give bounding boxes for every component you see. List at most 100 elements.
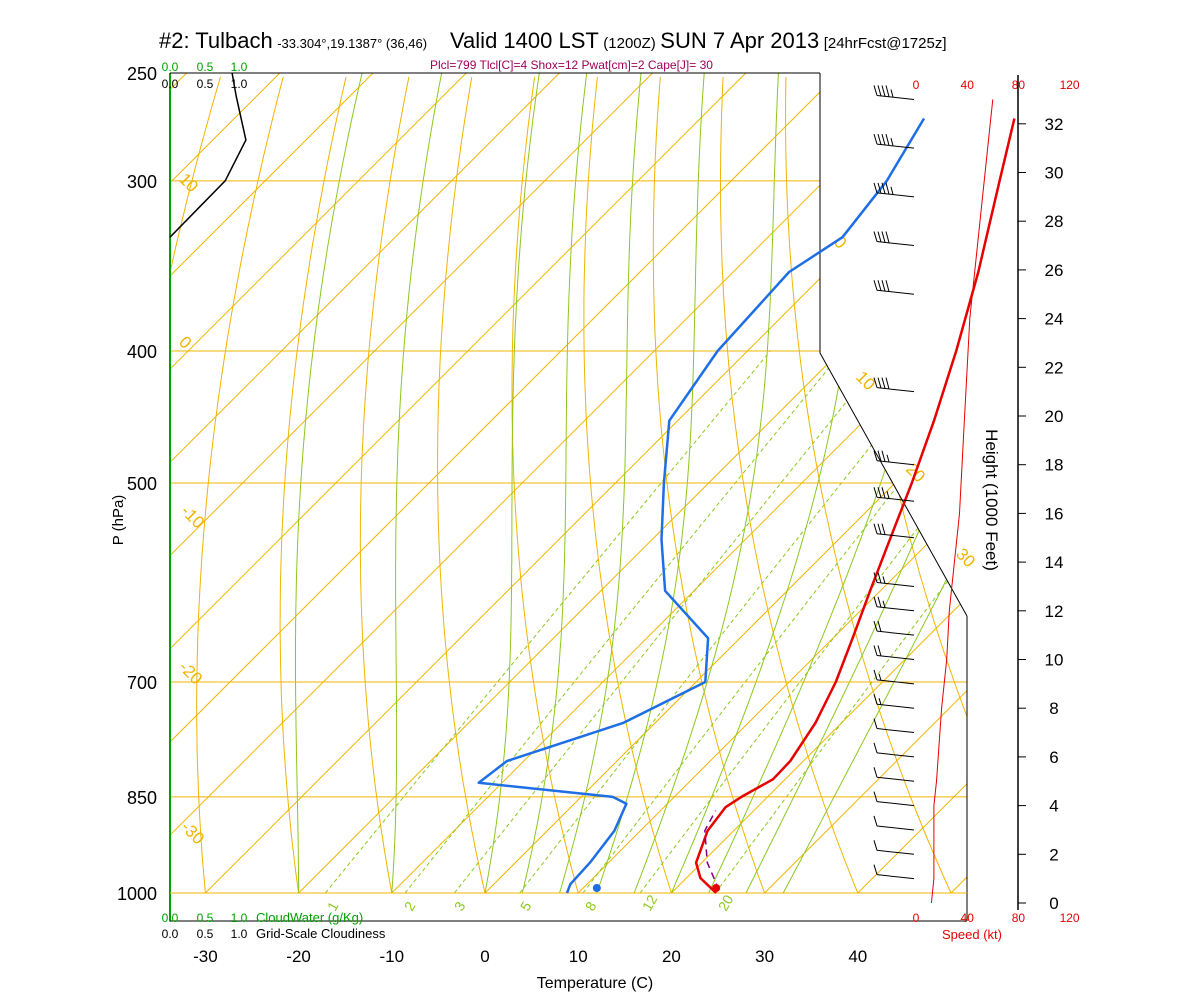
wind-barb bbox=[873, 669, 915, 685]
mixing-ratio-label: 12 bbox=[639, 892, 661, 914]
wind-barb bbox=[873, 134, 915, 149]
x-tick-label: 0 bbox=[480, 947, 489, 966]
dry-adiabat bbox=[437, 76, 486, 893]
wind-barbs bbox=[873, 85, 915, 880]
dry-adiabat-label: 0 bbox=[175, 332, 195, 352]
moist-adiabat bbox=[521, 73, 588, 893]
cloudiness-tick-bottom: 0.5 bbox=[197, 927, 214, 941]
speed-tick-top: 120 bbox=[1060, 78, 1080, 92]
speed-tick-bottom: 0 bbox=[913, 911, 920, 925]
temperature-line bbox=[694, 118, 1016, 894]
isotherm-line bbox=[577, 503, 967, 893]
cloudwater-label: CloudWater (g/Kg) bbox=[256, 910, 363, 925]
dry-adiabat bbox=[1163, 77, 1200, 893]
dry-adiabat bbox=[511, 76, 579, 893]
wind-barb bbox=[873, 280, 915, 295]
pressure-tick-label: 500 bbox=[127, 474, 157, 494]
utc-time: (1200Z) bbox=[603, 35, 656, 52]
height-tick-label: 18 bbox=[1045, 456, 1064, 475]
pressure-tick-label: 300 bbox=[127, 172, 157, 192]
pressure-tick-label: 400 bbox=[127, 342, 157, 362]
panel-cutout bbox=[820, 73, 967, 616]
wind-barb bbox=[873, 231, 915, 247]
pressure-tick-label: 1000 bbox=[117, 884, 157, 904]
speed-tick-top: 0 bbox=[913, 78, 920, 92]
wind-barb bbox=[873, 621, 915, 636]
cloudiness-label: Grid-Scale Cloudiness bbox=[256, 926, 386, 941]
surface-dewpoint-marker bbox=[592, 884, 601, 892]
dry-adiabat bbox=[170, 76, 221, 275]
cloudwater-tick-bottom: 0.0 bbox=[162, 911, 179, 925]
speed-tick-bottom: 120 bbox=[1060, 911, 1080, 925]
mixing-ratio-line bbox=[454, 350, 888, 893]
pressure-tick-label: 850 bbox=[127, 788, 157, 808]
height-axis-label: Height (1000 Feet) bbox=[982, 429, 1001, 571]
mixing-ratio-label: 20 bbox=[715, 892, 737, 914]
wind-barb bbox=[873, 596, 915, 612]
wind-barb bbox=[873, 864, 915, 880]
dry-adiabat bbox=[0, 77, 95, 893]
wind-barb bbox=[873, 718, 915, 734]
sounding-series bbox=[477, 117, 1016, 894]
moist-adiabat bbox=[782, 537, 967, 893]
station-name: #2: Tulbach bbox=[159, 28, 273, 53]
wind-barb bbox=[873, 523, 915, 539]
station-coords: -33.304°,19.1387° (36,46) bbox=[277, 36, 428, 51]
wind-barb bbox=[873, 572, 915, 587]
height-tick-label: 0 bbox=[1049, 894, 1058, 913]
height-tick-label: 10 bbox=[1045, 651, 1064, 670]
height-tick-label: 32 bbox=[1045, 115, 1064, 134]
dry-adiabat bbox=[196, 76, 284, 893]
panel-border bbox=[819, 73, 968, 617]
moist-adiabat bbox=[295, 73, 363, 893]
dry-adiabat bbox=[359, 76, 410, 893]
dry-adiabat-label: -20 bbox=[175, 657, 206, 688]
height-tick-label: 30 bbox=[1045, 164, 1064, 183]
pressure-tick-label: 250 bbox=[127, 64, 157, 84]
wind-barb bbox=[873, 791, 915, 807]
moist-adiabat bbox=[391, 73, 443, 893]
sounding-parameters: Plcl=799 Tlcl[C]=4 Shox=12 Pwat[cm]=2 Ca… bbox=[430, 58, 713, 72]
height-tick-label: 20 bbox=[1045, 407, 1064, 426]
height-tick-label: 8 bbox=[1049, 699, 1058, 718]
height-tick-label: 26 bbox=[1045, 261, 1064, 280]
dry-adiabat bbox=[652, 76, 766, 893]
wind-barb bbox=[873, 742, 915, 758]
dry-adiabat bbox=[975, 77, 1200, 893]
dry-adiabat-label: -10 bbox=[177, 501, 208, 532]
wind-barb bbox=[873, 694, 915, 709]
height-tick-label: 14 bbox=[1045, 553, 1064, 572]
height-tick-label: 24 bbox=[1045, 310, 1064, 329]
wind-barb bbox=[873, 815, 915, 831]
isotherm-line bbox=[170, 73, 560, 464]
mixing-ratio-label: 5 bbox=[517, 899, 535, 914]
wind-speed-line bbox=[930, 99, 994, 904]
cloudiness-tick-bottom: 1.0 bbox=[231, 927, 248, 941]
height-tick-label: 28 bbox=[1045, 212, 1064, 231]
dry-adiabat bbox=[279, 76, 347, 893]
x-axis-label: Temperature (C) bbox=[537, 975, 653, 992]
wind-barb bbox=[873, 767, 915, 782]
isotherm-line bbox=[170, 73, 467, 370]
dry-adiabat bbox=[785, 76, 952, 893]
cloudiness-tick-bottom: 0.0 bbox=[162, 927, 179, 941]
wind-barb bbox=[873, 182, 915, 198]
pressure-tick-label: 700 bbox=[127, 673, 157, 693]
moist-adiabat bbox=[745, 415, 967, 893]
cloudwater-tick-top: 0.5 bbox=[197, 60, 214, 74]
cloudwater-tick-top: 1.0 bbox=[231, 60, 248, 74]
y-axis-label: P (hPa) bbox=[110, 495, 127, 546]
forecast-info: [24hrFcst@1725z] bbox=[823, 35, 947, 52]
wind-barb bbox=[873, 645, 915, 660]
cloudwater-tick-top: 0.0 bbox=[162, 60, 179, 74]
height-tick-label: 12 bbox=[1045, 602, 1064, 621]
parcel-line bbox=[704, 810, 720, 891]
moist-adiabat bbox=[633, 73, 779, 893]
dry-adiabat bbox=[1100, 77, 1200, 893]
wind-barb bbox=[873, 487, 915, 502]
x-tick-label: 20 bbox=[662, 947, 681, 966]
height-tick-label: 22 bbox=[1045, 358, 1064, 377]
dry-adiabat bbox=[583, 76, 672, 893]
